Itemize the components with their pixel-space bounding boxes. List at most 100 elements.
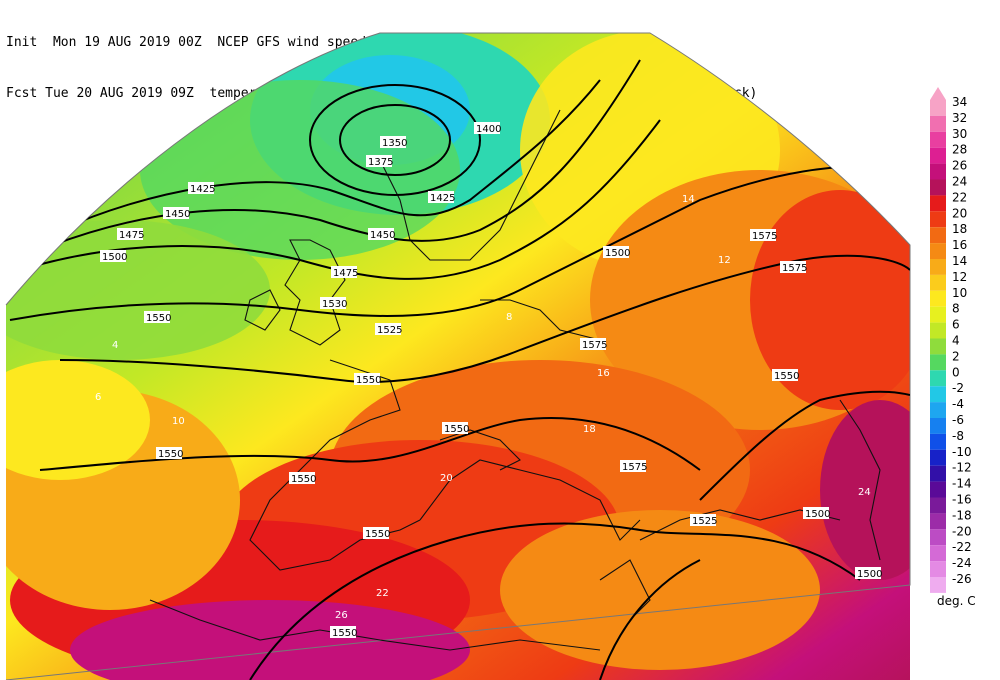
colorbar-tick-label: -4	[952, 397, 964, 411]
colorbar-swatch	[930, 449, 946, 466]
weather-map: 1350 1375 1400 1425 1425 1450 1450 1475 …	[5, 32, 911, 680]
height-label: 1450	[165, 209, 190, 220]
colorbar-tick-label: 16	[952, 238, 967, 252]
colorbar-tick-label: 4	[952, 334, 960, 348]
colorbar-tick-label: 26	[952, 159, 967, 173]
colorbar-swatch	[930, 274, 946, 291]
temp-label: 26	[335, 610, 348, 621]
temp-label: 14	[682, 194, 695, 205]
height-label: 1530	[322, 299, 347, 310]
colorbar-swatch	[930, 243, 946, 259]
height-label-layer: 1350 1375 1400 1425 1425 1450 1450 1475 …	[100, 122, 882, 639]
height-label: 1550	[332, 628, 357, 639]
height-label: 1550	[356, 375, 381, 386]
temp-label: 22	[376, 588, 389, 599]
colorbar-tick-label: -12	[952, 461, 972, 475]
colorbar-tick-label: 12	[952, 270, 967, 284]
height-label: 1350	[382, 138, 407, 149]
height-label: 1550	[444, 424, 469, 435]
colorbar-tick-label: 10	[952, 286, 967, 300]
colorbar-tick-label: 34	[952, 95, 967, 109]
colorbar-swatch	[930, 290, 946, 307]
colorbar-swatch	[930, 227, 946, 244]
temp-label: 4	[112, 340, 118, 351]
colorbar-swatch	[930, 481, 946, 498]
height-label: 1375	[368, 157, 393, 168]
temperature-label-layer: 4 6 8 10 12 14 16 18 20 22 24 26	[95, 194, 871, 621]
colorbar-tick-label: -8	[952, 429, 964, 443]
temp-label: 18	[583, 424, 596, 435]
colorbar-swatch	[930, 386, 946, 403]
colorbar-swatch	[930, 513, 946, 530]
colorbar-swatch	[930, 115, 946, 132]
height-label: 1575	[782, 263, 807, 274]
colorbar-swatch	[930, 179, 946, 196]
colorbar-swatch	[930, 322, 946, 339]
colorbar-swatch	[930, 259, 946, 275]
colorbar-tick-label: 2	[952, 349, 960, 363]
colorbar-tick-label: -20	[952, 524, 972, 538]
temp-label: 20	[440, 473, 453, 484]
height-label: 1425	[430, 193, 455, 204]
colorbar-swatch	[930, 306, 946, 323]
colorbar-swatch	[930, 418, 946, 434]
temp-label: 12	[718, 255, 731, 266]
colorbar-tick-label: 24	[952, 175, 967, 189]
colorbar-tick-label: -24	[952, 556, 972, 570]
height-label: 1550	[158, 449, 183, 460]
height-label: 1525	[377, 325, 402, 336]
height-label: 1575	[622, 462, 647, 473]
height-label: 1425	[190, 184, 215, 195]
colorbar-tick-label: -22	[952, 540, 972, 554]
colorbar-tick-label: 30	[952, 127, 967, 141]
map-boundary	[5, 32, 911, 680]
colorbar-top-arrow	[930, 87, 946, 100]
height-label: 1500	[805, 509, 830, 520]
colorbar-tick-label: -2	[952, 381, 964, 395]
temp-label: 24	[858, 487, 871, 498]
colorbar-tick-label: 20	[952, 206, 967, 220]
height-label: 1500	[857, 569, 882, 580]
colorbar-tick-label: -10	[952, 445, 972, 459]
colorbar-tick-label: 28	[952, 143, 967, 157]
colorbar-swatch	[930, 545, 946, 562]
height-label: 1550	[365, 529, 390, 540]
colorbar-tick-label: 0	[952, 365, 960, 379]
colorbar-tick-label: 18	[952, 222, 967, 236]
temperature-field	[6, 33, 910, 680]
colorbar-tick-label: 14	[952, 254, 967, 268]
colorbar-tick-label: -16	[952, 493, 972, 507]
height-label: 1575	[752, 231, 777, 242]
colorbar-swatch	[930, 370, 946, 387]
colorbar-swatch	[930, 147, 946, 164]
colorbar-swatch	[930, 529, 946, 546]
colorbar-units: deg. C	[937, 594, 976, 608]
colorbar-tick-label: -6	[952, 413, 964, 427]
height-label: 1550	[774, 371, 799, 382]
colorbar-tick-label: 6	[952, 318, 960, 332]
colorbar-tick-label: 32	[952, 111, 967, 125]
colorbar-swatch	[930, 433, 946, 450]
temp-label: 10	[172, 416, 185, 427]
colorbar-swatch	[930, 163, 946, 180]
colorbar-tick-label: 8	[952, 302, 960, 316]
colorbar-swatch	[930, 561, 946, 577]
colorbar-swatch	[930, 131, 946, 148]
temp-label: 16	[597, 368, 610, 379]
temp-label: 6	[95, 392, 101, 403]
height-label: 1550	[146, 313, 171, 324]
colorbar-tick-label: -18	[952, 508, 972, 522]
colorbar-swatch	[930, 338, 946, 355]
colorbar-swatch	[930, 211, 946, 228]
height-label: 1475	[119, 230, 144, 241]
colorbar-swatch	[930, 195, 946, 212]
colorbar-swatch	[930, 577, 946, 593]
colorbar-swatch	[930, 497, 946, 514]
height-label: 1500	[605, 248, 630, 259]
colorbar-swatch	[930, 402, 946, 418]
colorbar-swatch	[930, 465, 946, 482]
temp-label: 8	[506, 312, 512, 323]
colorbar-swatch	[930, 100, 946, 116]
height-label: 1475	[333, 268, 358, 279]
height-label: 1450	[370, 230, 395, 241]
